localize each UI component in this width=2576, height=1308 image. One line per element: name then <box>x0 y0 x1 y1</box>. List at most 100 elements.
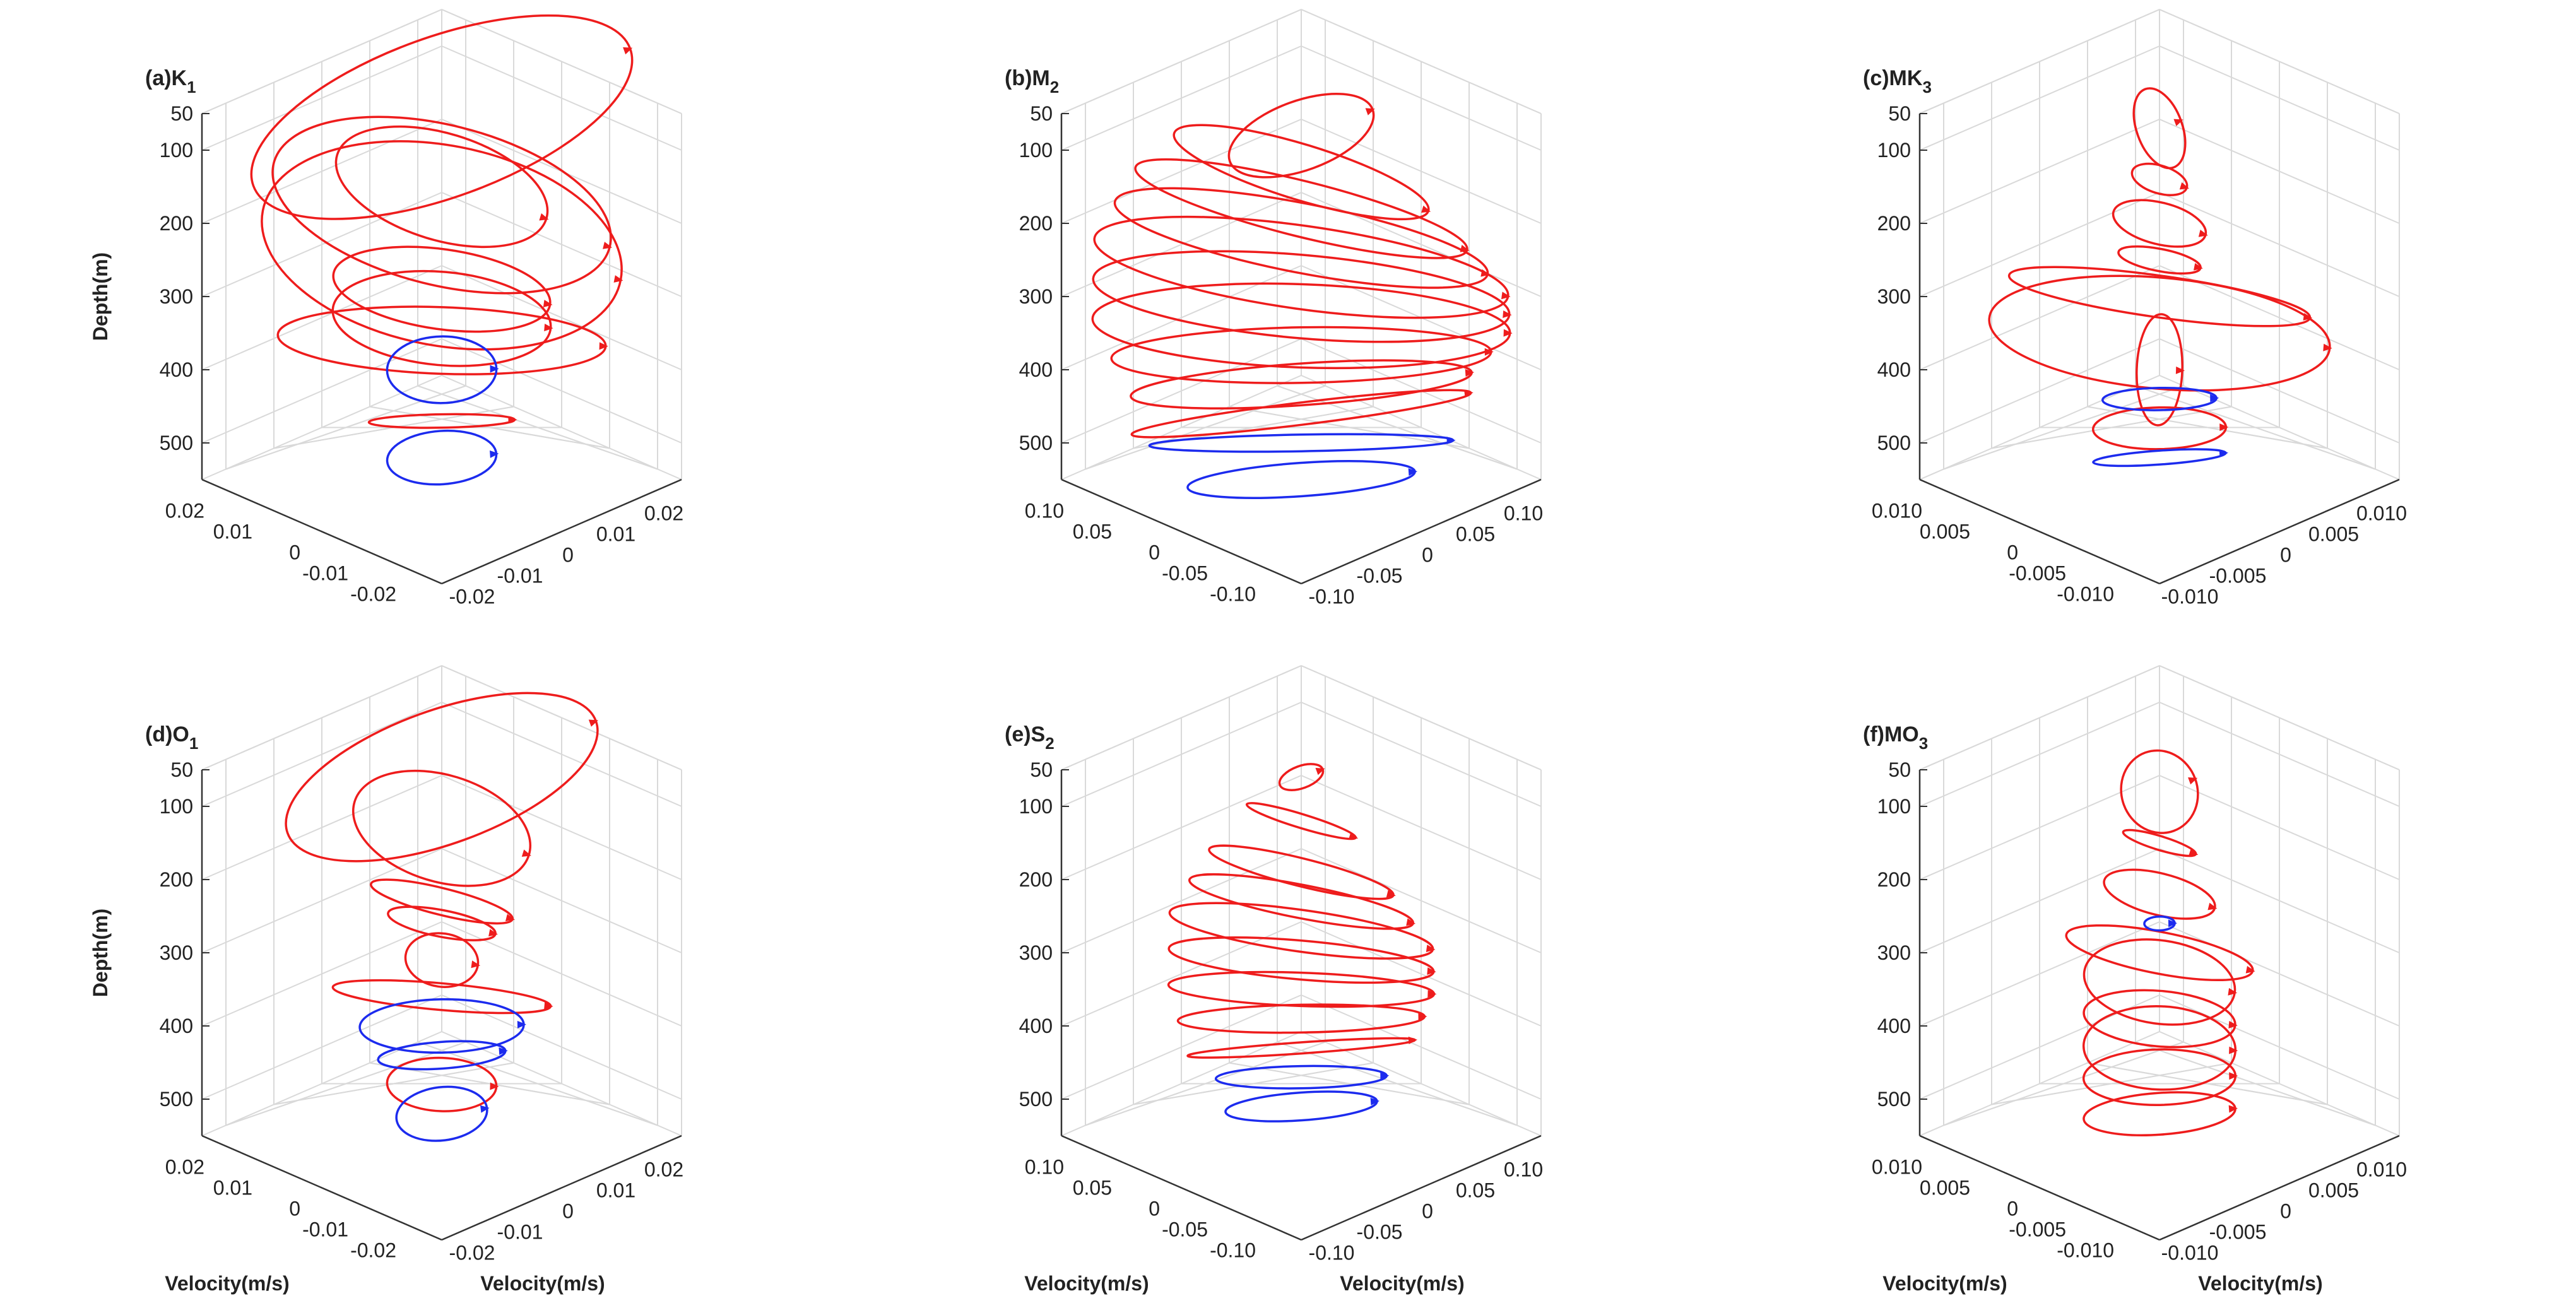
direction-arrow <box>543 300 553 308</box>
current-ellipse <box>2091 406 2228 451</box>
direction-arrow <box>2229 1046 2238 1054</box>
z-tick-label: 300 <box>1877 285 1911 308</box>
x-tick-label: -0.010 <box>2057 583 2114 606</box>
direction-arrow <box>490 450 499 458</box>
direction-arrow <box>2245 965 2255 974</box>
y-tick-label: -0.10 <box>1309 1242 1355 1264</box>
x-axis-title: Velocity(m/s) <box>1024 1272 1149 1295</box>
y-tick-label: 0.01 <box>596 523 635 546</box>
y-tick-label: -0.005 <box>2209 1221 2267 1244</box>
panel-title-text: (e)S <box>1005 722 1045 746</box>
y-axis-line <box>441 478 682 585</box>
y-tick-label: 0 <box>1422 544 1433 567</box>
current-ellipse <box>1186 460 1416 499</box>
panel-title-text: (f)MO <box>1863 722 1919 746</box>
direction-arrow <box>2219 449 2229 457</box>
y-tick-label: 0 <box>562 1200 574 1223</box>
direction-arrow <box>599 342 608 350</box>
direction-arrow <box>1348 832 1359 840</box>
series-upper <box>285 692 599 1112</box>
direction-arrow <box>1406 918 1416 926</box>
x-axis-line <box>1919 1134 2160 1241</box>
box-edge <box>1301 9 1542 114</box>
z-tick-label: 500 <box>1877 1088 1911 1111</box>
z-tick-label: 500 <box>1019 1088 1053 1111</box>
y-tick-label: 0 <box>2280 1200 2291 1223</box>
grid <box>1919 9 2400 480</box>
direction-arrow <box>2168 919 2178 928</box>
series-upper <box>2065 749 2255 1136</box>
y-tick-label: -0.05 <box>1357 565 1403 587</box>
box-edge <box>1301 1031 1542 1136</box>
panel-title: (e)S2 <box>1005 722 1055 753</box>
direction-arrow <box>1427 990 1437 998</box>
x-tick-label: 0.010 <box>1872 1156 1922 1179</box>
series-lower <box>358 998 526 1142</box>
box-edge <box>2159 665 2400 770</box>
direction-arrow <box>2198 229 2208 237</box>
x-tick-label: 0.10 <box>1025 500 1064 522</box>
direction-arrow <box>1386 890 1396 898</box>
y-tick-label: -0.05 <box>1357 1221 1403 1244</box>
chart-panel: 501002003004005000.0100.0050-0.005-0.010… <box>1863 665 2407 1295</box>
panel-title: (f)MO3 <box>1863 722 1928 753</box>
panel-title: (c)MK3 <box>1863 66 1932 97</box>
box-edge <box>441 9 682 114</box>
x-tick-label: 0.005 <box>1920 1177 1970 1199</box>
y-tick-label: 0.05 <box>1456 1179 1495 1202</box>
x-tick-label: 0 <box>289 541 300 564</box>
box-edge <box>1919 9 2160 114</box>
z-tick-label: 300 <box>1877 941 1911 964</box>
direction-arrow <box>1380 1072 1390 1080</box>
direction-arrow <box>613 275 623 283</box>
box-edge <box>1919 1031 2160 1136</box>
axes: 501002003004005000.0100.0050-0.005-0.010… <box>1872 758 2407 1295</box>
series-lower <box>386 335 499 486</box>
direction-arrow <box>2188 777 2198 785</box>
y-tick-label: -0.02 <box>449 586 495 608</box>
grid <box>1061 9 1542 480</box>
grid-line <box>1229 406 1470 449</box>
direction-arrow <box>1503 310 1512 318</box>
z-tick-label: 400 <box>160 1015 193 1037</box>
panel-title-subscript: 3 <box>1922 78 1931 97</box>
x-tick-label: -0.010 <box>2057 1239 2114 1262</box>
grid-line <box>1229 1062 1470 1105</box>
panel-title: (a)K1 <box>145 66 196 97</box>
direction-arrow <box>488 929 498 937</box>
y-tick-label: -0.010 <box>2161 1242 2219 1264</box>
z-axis-title: Depth(m) <box>89 909 112 997</box>
y-tick-label: 0.10 <box>1504 502 1543 525</box>
direction-arrow <box>1465 369 1475 377</box>
x-tick-label: -0.10 <box>1210 1239 1256 1262</box>
z-tick-label: 500 <box>160 1088 193 1111</box>
z-tick-label: 400 <box>1019 1015 1053 1037</box>
panel-title-text: (a)K <box>145 66 187 90</box>
z-axis-title: Depth(m) <box>89 252 112 341</box>
box-edge <box>1301 665 1542 770</box>
grid <box>201 9 682 480</box>
y-axis-line <box>1301 478 1542 585</box>
y-tick-label: 0.005 <box>2308 1179 2359 1202</box>
x-axis-line <box>1919 478 2160 585</box>
z-tick-label: 400 <box>1877 358 1911 381</box>
panel-title-subscript: 1 <box>187 78 196 97</box>
x-tick-label: 0.02 <box>165 500 204 522</box>
y-tick-label: 0.010 <box>2356 1158 2407 1181</box>
y-tick-label: -0.10 <box>1309 586 1355 608</box>
y-tick-label: -0.02 <box>449 1242 495 1264</box>
box-edge <box>1061 9 1302 114</box>
direction-arrow <box>471 960 481 969</box>
direction-arrow <box>2228 1105 2238 1113</box>
panel-title-subscript: 2 <box>1050 78 1059 97</box>
direction-arrow <box>1426 945 1436 953</box>
direction-arrow <box>517 1020 526 1028</box>
direction-arrow <box>2194 262 2203 271</box>
direction-arrow <box>2219 423 2229 432</box>
x-tick-label: 0 <box>1149 1198 1160 1220</box>
direction-arrow <box>588 719 599 727</box>
z-tick-label: 100 <box>1019 795 1053 818</box>
